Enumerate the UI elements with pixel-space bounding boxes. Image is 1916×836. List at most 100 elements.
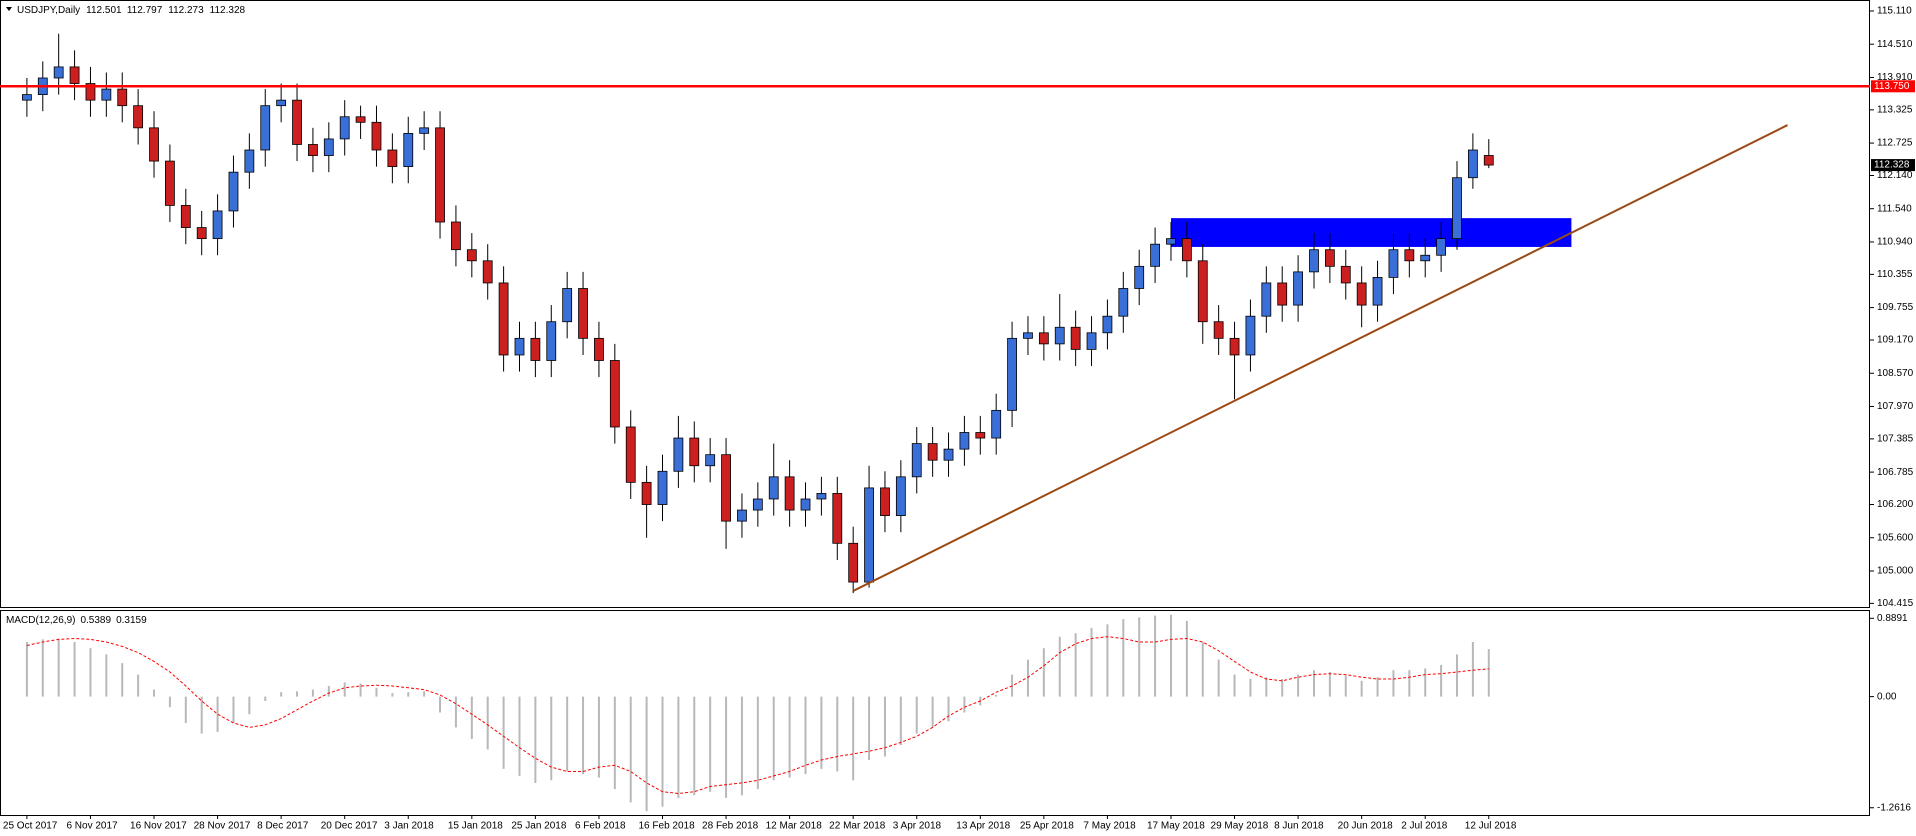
- y-tick-label: 104.415: [1877, 598, 1914, 609]
- candle-body: [975, 432, 986, 439]
- y-tick-label: 107.970: [1877, 401, 1914, 412]
- price-label-box: [1871, 159, 1915, 172]
- candle-body: [451, 221, 461, 251]
- y-tick-label: 115.110: [1877, 6, 1912, 17]
- candle-body: [673, 437, 684, 472]
- candle-body: [1436, 238, 1447, 256]
- candle-body: [466, 249, 477, 262]
- candle-body: [689, 437, 700, 467]
- x-tick-label: 6 Feb 2018: [575, 821, 626, 832]
- candle-body: [1420, 254, 1431, 262]
- candle-body: [1181, 238, 1192, 262]
- signal-line: [26, 636, 1489, 795]
- y-tick-label: 0.8891: [1877, 613, 1908, 624]
- candle-body: [133, 105, 144, 129]
- candle-body: [609, 360, 620, 428]
- macd-value: 0.3159: [116, 615, 147, 626]
- x-tick-label: 25 Apr 2018: [1020, 821, 1074, 832]
- x-tick-label: 12 Mar 2018: [766, 821, 823, 832]
- macd-header: MACD(12,26,9) 0.5389 0.3159: [6, 615, 147, 626]
- candle-body: [53, 66, 64, 79]
- x-tick-label: 25 Oct 2017: [3, 821, 58, 832]
- candle-body: [800, 498, 811, 511]
- candle-body: [514, 337, 525, 356]
- candle-body: [1150, 243, 1160, 267]
- candle-body: [816, 493, 827, 500]
- candle-body: [562, 288, 573, 323]
- candle-body: [149, 127, 159, 162]
- resistance-label-box: [1871, 80, 1915, 93]
- candle-body: [21, 94, 32, 101]
- y-tick-label: 107.385: [1877, 434, 1914, 445]
- chart-title: USDJPY,Daily: [17, 5, 80, 16]
- candle-body: [768, 476, 779, 500]
- zone: [1170, 218, 1572, 247]
- candle-body: [594, 337, 604, 361]
- candle-body: [1086, 332, 1097, 350]
- x-tick-label: 22 Mar 2018: [829, 821, 886, 832]
- x-tick-label: 29 May 2018: [1211, 821, 1269, 832]
- y-tick-label: 105.000: [1877, 566, 1914, 577]
- x-tick-label: 28 Nov 2017: [194, 821, 251, 832]
- x-tick-label: 8 Dec 2017: [257, 821, 309, 832]
- resistance-label: 113.750: [1874, 81, 1910, 92]
- candle-body: [260, 105, 271, 151]
- candle-body: [1070, 326, 1081, 350]
- candle-body: [1134, 265, 1145, 289]
- candle-body: [880, 487, 890, 517]
- y-tick-label: 109.170: [1877, 335, 1914, 346]
- candle-body: [180, 205, 191, 228]
- candle-body: [1102, 315, 1113, 334]
- candle-body: [1309, 249, 1319, 273]
- x-tick-label: 17 May 2018: [1147, 821, 1205, 832]
- y-tick-label: 110.355: [1877, 269, 1913, 280]
- x-tick-label: 6 Nov 2017: [66, 821, 118, 832]
- x-tick-label: 16 Feb 2018: [639, 821, 696, 832]
- x-tick-label: 7 May 2018: [1083, 821, 1136, 832]
- menu-arrow[interactable]: [6, 7, 12, 11]
- candle-body: [1245, 315, 1256, 356]
- candle-body: [848, 542, 859, 583]
- candle-body: [355, 116, 366, 123]
- candle-body: [578, 288, 588, 339]
- candle-body: [244, 149, 255, 173]
- candle-body: [752, 498, 763, 511]
- candle-body: [212, 210, 223, 240]
- y-tick-label: 108.570: [1877, 368, 1914, 379]
- ohlc-value: 112.797: [127, 5, 163, 16]
- x-tick-label: 20 Dec 2017: [321, 821, 378, 832]
- candle-body: [371, 121, 382, 151]
- price-label: 112.328: [1874, 160, 1910, 171]
- candle-body: [721, 454, 731, 522]
- candle-body: [339, 116, 350, 140]
- candle-body: [85, 83, 96, 101]
- candle-body: [1007, 337, 1017, 411]
- candle-body: [1356, 282, 1367, 306]
- x-tick-label: 12 Jul 2018: [1465, 821, 1517, 832]
- candle-body: [1166, 238, 1176, 245]
- candle-body: [196, 227, 207, 240]
- x-tick-label: 3 Jan 2018: [384, 821, 434, 832]
- candle-body: [387, 149, 398, 168]
- candle-body: [1483, 155, 1494, 166]
- candle-body: [276, 99, 287, 107]
- candle-body: [530, 337, 541, 361]
- candle-body: [1261, 282, 1272, 317]
- x-tick-label: 15 Jan 2018: [448, 821, 503, 832]
- candle-body: [1038, 332, 1049, 345]
- candle-body: [943, 448, 954, 461]
- candle-body: [165, 160, 175, 206]
- candle-body: [895, 476, 906, 517]
- x-tick-label: 25 Jan 2018: [511, 821, 566, 832]
- y-tick-label: -1.2616: [1877, 802, 1911, 813]
- candle-body: [292, 99, 302, 145]
- ohlc-value: 112.328: [210, 5, 246, 16]
- candle-body: [1229, 337, 1240, 356]
- candle-body: [911, 443, 922, 478]
- candle-body: [1467, 149, 1478, 179]
- candle-body: [1340, 265, 1351, 284]
- ohlc-value: 112.273: [168, 5, 204, 16]
- candle-body: [737, 509, 747, 522]
- macd-value: 0.5389: [80, 615, 111, 626]
